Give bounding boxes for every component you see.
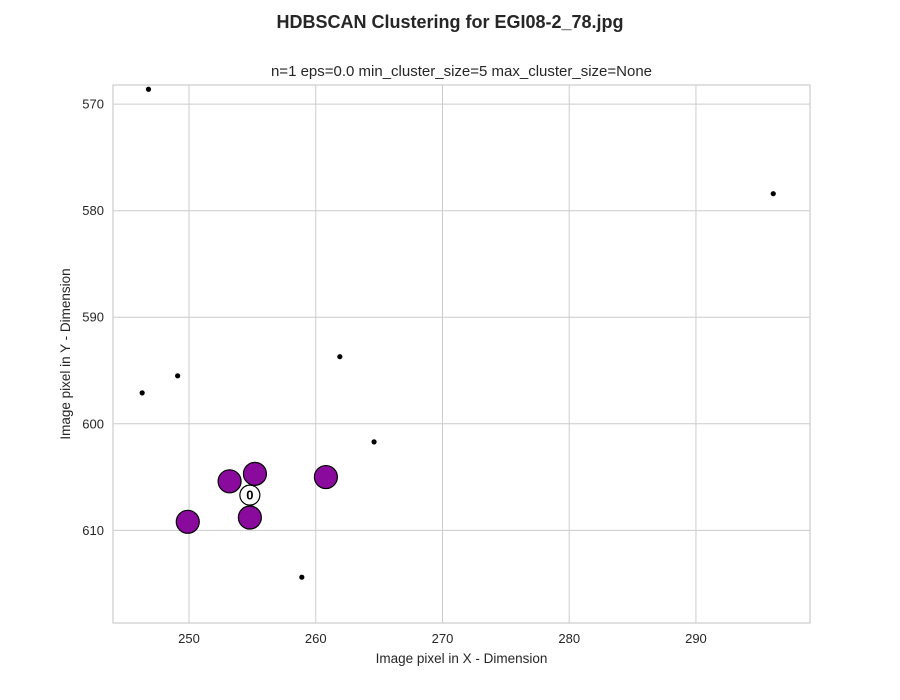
noise-point: [299, 574, 305, 580]
y-axis-label: Image pixel in Y - Dimension: [58, 268, 73, 439]
x-axis-label: Image pixel in X - Dimension: [376, 651, 548, 666]
y-tick-label: 570: [82, 97, 104, 112]
noise-point: [139, 390, 145, 396]
x-tick-label: 260: [305, 631, 327, 646]
noise-point: [337, 354, 343, 360]
centroid-circle: [239, 484, 261, 506]
centroid-marker: 0: [239, 484, 261, 506]
plot-frame: [112, 84, 811, 624]
noise-points: [139, 86, 776, 580]
figure-title: HDBSCAN Clustering for EGI08-2_78.jpg: [276, 12, 623, 32]
y-tick-label: 600: [82, 416, 104, 431]
centroid-label: 0: [246, 488, 253, 503]
x-tick-label: 290: [685, 631, 707, 646]
noise-point: [770, 191, 776, 197]
y-gridlines: [113, 103, 810, 531]
cluster-point: [175, 509, 200, 534]
cluster-centroids: 0: [239, 484, 261, 506]
y-tick-labels: 570 580 590 600 610: [82, 97, 104, 538]
x-tick-label: 250: [178, 631, 200, 646]
cluster-point: [237, 505, 262, 530]
cluster-point: [313, 464, 339, 490]
plot-background: [113, 85, 810, 623]
y-tick-label: 610: [82, 523, 104, 538]
noise-point: [145, 86, 152, 92]
cluster-point: [242, 461, 268, 486]
x-tick-labels: 250 260 270 280 290: [178, 631, 707, 646]
noise-point: [175, 373, 181, 379]
axes-subtitle: n=1 eps=0.0 min_cluster_size=5 max_clust…: [271, 63, 652, 80]
y-tick-label: 590: [82, 310, 104, 325]
noise-point: [371, 439, 377, 445]
x-tick-label: 270: [432, 631, 454, 646]
x-tick-label: 280: [558, 631, 580, 646]
plot-area: 0: [112, 84, 811, 624]
cluster-point: [217, 469, 242, 494]
y-tick-label: 580: [82, 203, 104, 218]
cluster-points: [175, 461, 339, 534]
